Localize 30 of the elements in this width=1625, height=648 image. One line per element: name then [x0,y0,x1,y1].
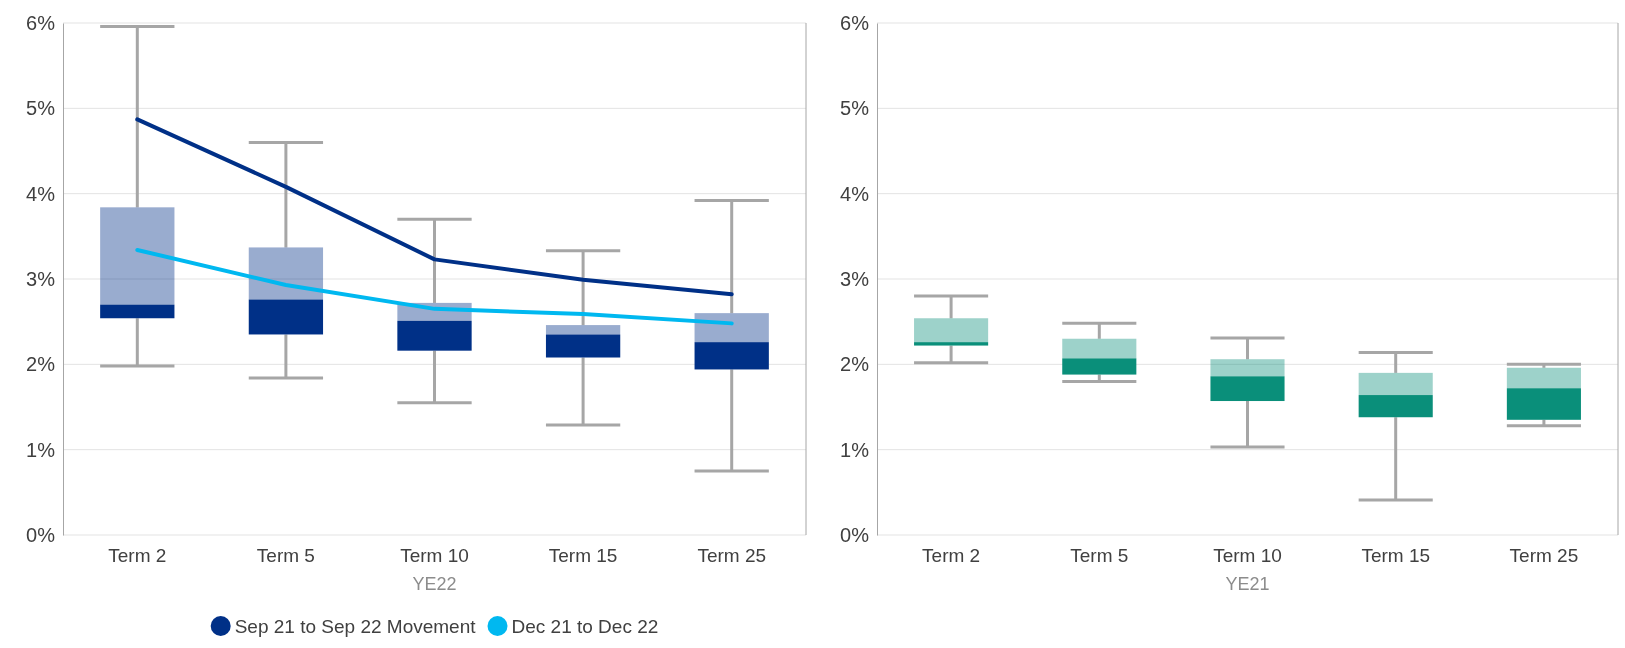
x-tick-label: Term 15 [1361,545,1431,567]
legend-label: Dec 21 to Dec 22 [511,616,659,637]
y-tick-label: 2% [840,353,870,376]
y-tick-label: 6% [840,11,870,34]
y-tick-label: 1% [26,438,56,461]
x-tick-label: Term 25 [1509,545,1579,567]
y-tick-label: 4% [840,182,870,205]
y-tick-label: 4% [26,182,56,205]
y-tick-label: 0% [26,523,56,546]
y-tick-label: 3% [26,267,56,290]
x-tick-label: Term 10 [400,545,469,567]
x-tick-label: Term 15 [548,545,618,567]
x-tick-label: Term 5 [1070,545,1129,567]
legend-label: Sep 21 to Sep 22 Movement [234,616,477,637]
x-tick-label: Term 5 [256,545,315,567]
y-tick-label: 2% [26,353,56,376]
x-tick-label: Term 2 [922,545,981,567]
y-tick-label: 6% [26,11,56,34]
line-series [135,117,734,297]
x-axis-title: YE21 [1225,574,1270,594]
y-tick-label: 3% [840,267,870,290]
y-tick-label: 1% [840,438,870,461]
line-series [135,247,734,326]
x-axis-title: YE22 [412,574,457,594]
y-tick-label: 5% [840,97,870,120]
x-tick-label: Term 2 [108,545,167,567]
x-tick-label: Term 25 [697,545,767,567]
y-tick-label: 5% [26,97,56,120]
x-tick-label: Term 10 [1213,545,1282,567]
y-tick-label: 0% [840,523,870,546]
